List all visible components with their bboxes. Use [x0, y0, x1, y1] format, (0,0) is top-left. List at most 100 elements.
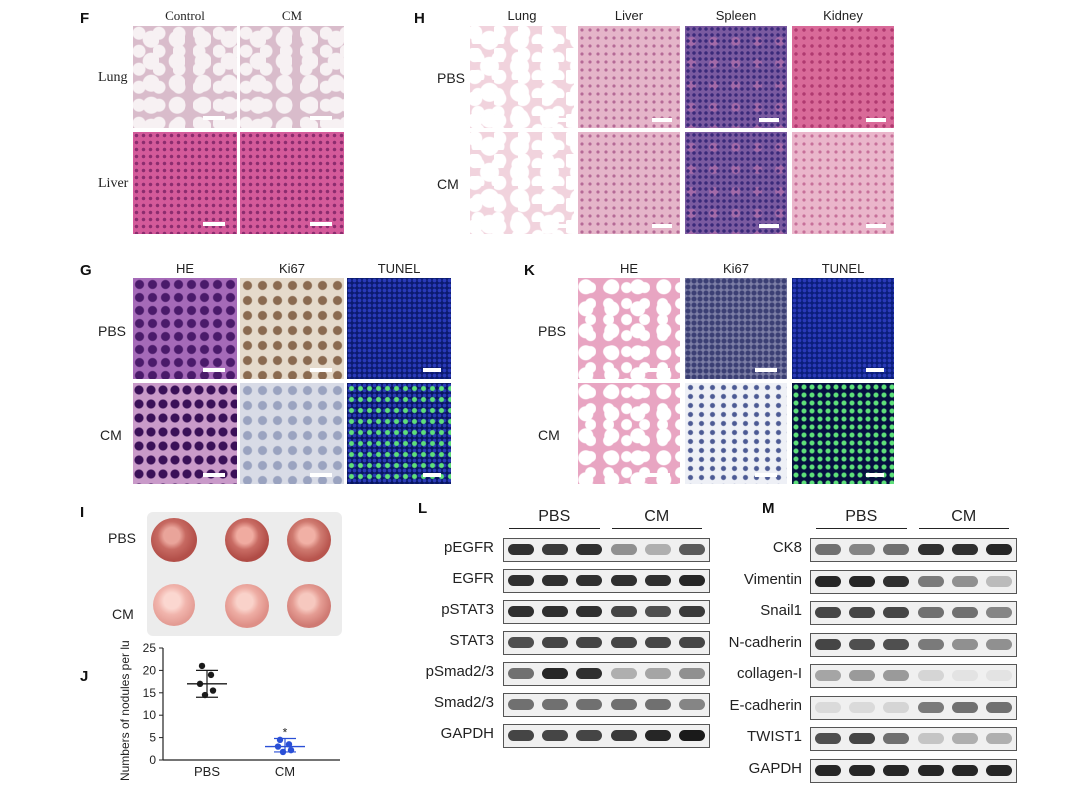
i-row-pbs: PBS [108, 530, 137, 546]
blot-strip [503, 600, 710, 624]
panel-label-l: L [418, 500, 428, 517]
blot-band [508, 699, 535, 710]
blot-protein-label: Snail1 [760, 602, 802, 619]
blot-band [542, 575, 569, 586]
blot-band [644, 637, 671, 648]
blot-band [985, 544, 1012, 555]
blot-band [678, 668, 705, 679]
blot-band [883, 575, 910, 587]
panel-label-j: J [80, 668, 89, 685]
blot-band [678, 699, 705, 710]
blot-band [644, 730, 671, 741]
blot-band [542, 544, 569, 555]
h-col-spleen: Spleen [715, 8, 757, 23]
blot-group-bracket [918, 528, 1009, 529]
f-row-liver: Liver [98, 176, 129, 191]
blot-group-label: PBS [538, 508, 571, 525]
lung-specimen [287, 518, 331, 562]
f-col-control: Control [165, 8, 205, 23]
blot-strip [810, 569, 1017, 594]
blot-strip [503, 724, 710, 748]
significance-marker: * [283, 725, 288, 739]
blot-band [815, 733, 842, 744]
f-row-lung: Lung [98, 70, 128, 85]
blot-band [985, 733, 1012, 744]
g-he-cm-image [133, 383, 237, 484]
blot-band [917, 575, 944, 587]
h-spleen-pbs-image [685, 26, 787, 128]
data-point [276, 736, 284, 744]
f-liver-cm-image [240, 132, 344, 234]
data-point [279, 748, 287, 756]
blot-band [917, 638, 944, 650]
blot-strip [810, 632, 1017, 657]
data-point [201, 691, 209, 699]
blot-band [508, 575, 535, 586]
blot-band [576, 544, 603, 555]
blot-band [985, 764, 1012, 776]
blot-protein-label: E-cadherin [729, 696, 802, 714]
panel-label-g: G [80, 262, 92, 279]
f-col-cm: CM [281, 8, 303, 23]
blot-strip [810, 758, 1017, 783]
blot-band [815, 764, 842, 776]
blot-band [576, 699, 603, 710]
f-lung-control-image [133, 26, 237, 128]
blot-group-label: PBS [845, 508, 878, 525]
blot-protein-label: EGFR [452, 570, 494, 587]
data-point [207, 671, 215, 679]
blot-band [576, 606, 603, 617]
blot-band [610, 544, 637, 555]
blot-band [883, 670, 910, 681]
blot-band [610, 637, 637, 648]
blot-protein-label: TWIST1 [747, 728, 802, 745]
g-ki67-cm-image [240, 383, 344, 484]
blot-group-bracket [611, 528, 702, 529]
h-kidney-pbs-image [792, 26, 894, 128]
blot-band [883, 544, 910, 555]
y-tick-label: 20 [143, 663, 157, 677]
blot-band [985, 607, 1012, 618]
blot-band [849, 638, 876, 650]
blot-band [883, 733, 910, 744]
blot-protein-label: pEGFR [443, 539, 494, 556]
blot-band [644, 606, 671, 617]
blot-strip [503, 538, 710, 562]
data-point [209, 687, 217, 694]
data-point [287, 746, 295, 754]
blot-strip [810, 727, 1017, 751]
blot-band [917, 607, 944, 618]
blot-band [610, 668, 637, 679]
x-category-label: PBS [194, 764, 220, 779]
blot-group-label: CM [644, 508, 670, 525]
k-ki67-pbs-image [685, 278, 787, 379]
blot-band [883, 638, 910, 650]
blot-band [610, 699, 637, 710]
blot-band [576, 637, 603, 648]
k-col-tunel: TUNEL [821, 261, 865, 276]
x-category-label: CM [275, 764, 295, 779]
blot-band [917, 544, 944, 555]
blot-protein-label: pSmad2/3 [425, 663, 494, 680]
blot-band [542, 606, 569, 617]
g-tunel-pbs-image [347, 278, 451, 379]
blot-band [576, 668, 603, 679]
y-tick-label: 5 [149, 731, 156, 745]
blot-group-bracket [509, 528, 600, 529]
g-col-tunel: TUNEL [377, 261, 421, 276]
blot-protein-label: pSTAT3 [441, 601, 494, 618]
blot-band [576, 730, 603, 741]
blot-band [508, 730, 535, 741]
g-col-he: HE [175, 261, 195, 276]
lung-specimen [151, 518, 197, 562]
k-he-pbs-image [578, 278, 680, 379]
blot-band [815, 544, 842, 555]
y-tick-label: 0 [149, 753, 156, 767]
panel-label-m: M [762, 500, 775, 517]
nodule-scatter-chart: 0 5 10 15 20 25 Numbers of nodules per lung PBS… [118, 640, 340, 781]
data-point [196, 680, 204, 688]
data-point [274, 743, 282, 750]
h-col-lung: Lung [507, 8, 537, 23]
y-tick-label: 15 [143, 686, 157, 700]
blot-band [815, 575, 842, 587]
